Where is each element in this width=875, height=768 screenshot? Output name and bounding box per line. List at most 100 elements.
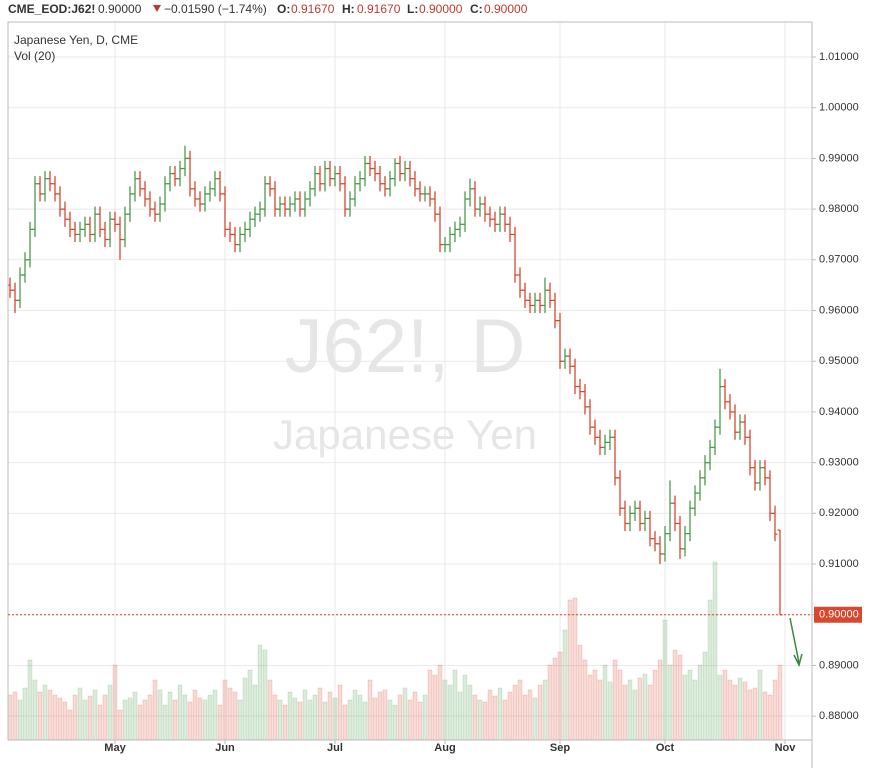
volume-bar xyxy=(292,697,298,741)
volume-bar xyxy=(317,687,323,741)
volume-bar xyxy=(537,684,543,741)
volume-bar xyxy=(52,694,58,741)
volume-bar xyxy=(312,694,318,741)
high-label: H: xyxy=(342,2,355,16)
volume-bar xyxy=(237,699,243,741)
volume-bar xyxy=(177,684,183,741)
volume-bar xyxy=(62,701,68,741)
volume-bar xyxy=(372,697,378,741)
volume-bar xyxy=(147,694,153,741)
volume-bar xyxy=(527,689,533,741)
volume-bar xyxy=(467,684,473,741)
volume-bar xyxy=(517,679,523,741)
volume-bar xyxy=(92,689,98,741)
volume-bar xyxy=(357,694,363,741)
volume-bar xyxy=(582,659,588,741)
volume-bar xyxy=(757,669,763,741)
volume-bar xyxy=(697,664,703,741)
y-tick-label: 1.00000 xyxy=(819,102,859,114)
volume-bar xyxy=(287,691,293,741)
volume-bar xyxy=(622,684,628,741)
volume-bar xyxy=(242,677,248,741)
price-pane xyxy=(7,145,783,616)
volume-bar xyxy=(562,629,568,741)
volume-bar xyxy=(602,664,608,741)
volume-bar xyxy=(217,704,223,741)
volume-bar xyxy=(297,701,303,741)
volume-bar xyxy=(42,684,48,741)
volume-bar xyxy=(302,689,308,741)
volume-bar xyxy=(382,689,388,741)
watermark: J62!, D xyxy=(285,304,526,389)
volume-bar xyxy=(457,691,463,741)
volume-bar xyxy=(247,669,253,741)
volume-bar xyxy=(132,691,138,741)
volume-bar xyxy=(567,599,573,741)
volume-bar xyxy=(22,687,28,741)
y-tick-label: 0.95000 xyxy=(819,355,859,367)
volume-bar xyxy=(522,694,528,741)
x-tick-label: May xyxy=(104,742,126,754)
y-tick-label: 0.96000 xyxy=(819,304,859,316)
volume-bar xyxy=(397,694,403,741)
low-label: L: xyxy=(407,2,418,16)
volume-bar xyxy=(37,691,43,741)
y-tick-label: 0.91000 xyxy=(819,558,859,570)
volume-bar xyxy=(227,687,233,741)
volume-bar xyxy=(727,679,733,741)
open-label: O: xyxy=(277,2,290,16)
volume-bar xyxy=(342,704,348,741)
volume-bar xyxy=(552,657,558,741)
volume-bar xyxy=(32,679,38,741)
volume-bar xyxy=(557,651,563,741)
volume-bar xyxy=(422,694,428,741)
y-tick-label: 0.93000 xyxy=(819,457,859,469)
volume-bar xyxy=(472,694,478,741)
volume-bar xyxy=(417,701,423,741)
volume-bar xyxy=(207,694,213,741)
volume-bar xyxy=(192,689,198,741)
y-tick-label: 0.99000 xyxy=(819,152,859,164)
volume-bar xyxy=(162,704,168,741)
volume-bar xyxy=(642,673,648,741)
volume-bar xyxy=(362,701,368,741)
volume-bar xyxy=(27,659,33,741)
volume-bar xyxy=(732,684,738,741)
volume-bar xyxy=(197,697,203,741)
volume-bar xyxy=(272,694,278,741)
y-tick-label: 0.88000 xyxy=(819,710,859,722)
x-tick-label: Oct xyxy=(656,742,675,754)
volume-bar xyxy=(187,701,193,741)
volume-bar xyxy=(577,644,583,741)
close-value: 0.90000 xyxy=(484,2,528,16)
volume-bar xyxy=(327,691,333,741)
volume-bar xyxy=(762,691,768,741)
legend-volume: Vol (20) xyxy=(14,49,55,63)
y-tick-label: 1.01000 xyxy=(819,51,859,63)
volume-bar xyxy=(337,684,343,741)
volume-bar xyxy=(117,709,123,741)
volume-bar xyxy=(532,697,538,741)
volume-bar xyxy=(597,679,603,741)
volume-bar xyxy=(737,677,743,741)
volume-bar xyxy=(542,679,548,741)
volume-bar xyxy=(377,691,383,741)
volume-bar xyxy=(7,694,13,741)
volume-bar xyxy=(182,694,188,741)
x-tick-label: Jul xyxy=(327,742,343,754)
volume-bar xyxy=(502,699,508,741)
volume-bar xyxy=(587,674,593,741)
volume-bar xyxy=(152,679,158,741)
volume-bar xyxy=(692,679,698,741)
volume-bar xyxy=(57,697,63,741)
header: CME_EOD:J62! 0.90000 −0.01590 (−1.74%) O… xyxy=(8,2,528,16)
volume-bar xyxy=(747,689,753,741)
symbol: CME_EOD:J62! xyxy=(8,2,95,16)
x-tick-label: Jun xyxy=(215,742,235,754)
x-tick-label: Aug xyxy=(434,742,455,754)
y-tick-label: 0.92000 xyxy=(819,507,859,519)
volume-bar xyxy=(682,674,688,741)
volume-bar xyxy=(462,674,468,741)
volume-bar xyxy=(252,684,258,741)
